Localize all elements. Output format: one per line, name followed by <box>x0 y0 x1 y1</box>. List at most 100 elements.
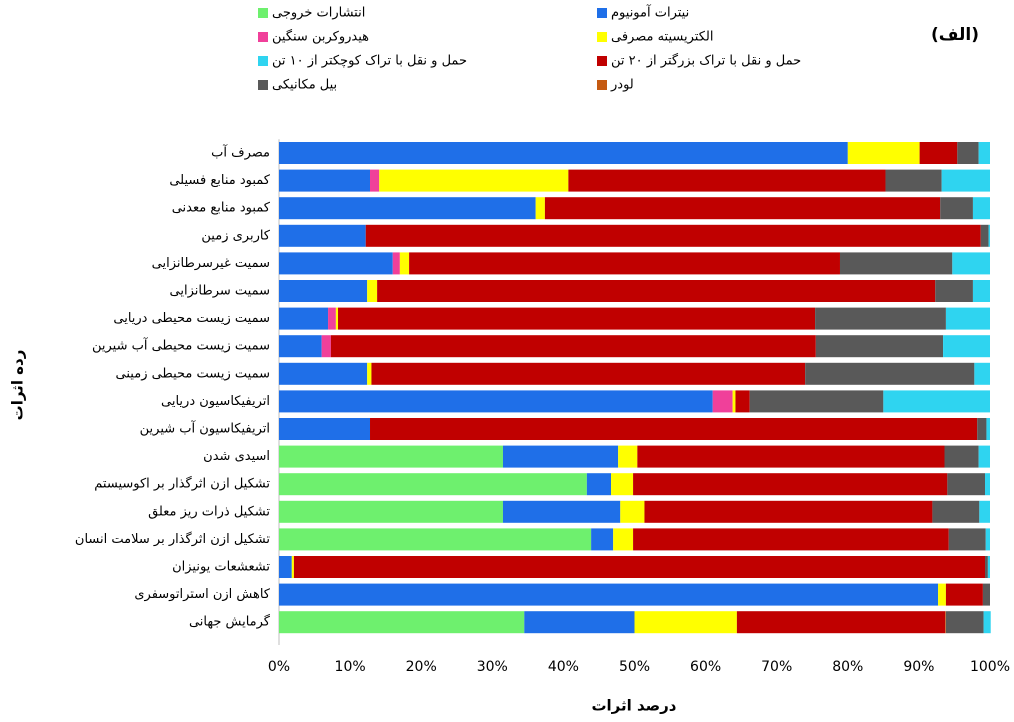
x-tick-label: 0% <box>268 659 290 675</box>
bar-segment <box>983 611 991 634</box>
bar-segment <box>815 307 946 330</box>
bar-segment <box>644 500 933 523</box>
y-tick-label: تشعشعات یونیزان <box>172 560 270 575</box>
legend-label: حمل و نقل با تراک کوچکتر از ۱۰ تن <box>272 54 467 69</box>
bar-segment <box>279 335 322 358</box>
legend-label: حمل و نقل با تراک بزرگتر از ۲۰ تن <box>611 53 801 69</box>
bar-segment <box>379 169 569 192</box>
bar-segment <box>279 418 371 440</box>
bar-segment <box>978 142 990 164</box>
bar-segment <box>586 473 612 496</box>
x-tick-label: 30% <box>477 659 508 675</box>
bar-segment <box>367 280 378 302</box>
legend-label: بیل مکانیکی <box>272 78 337 93</box>
x-axis-title: درصد اثرات <box>591 697 676 715</box>
bar-segment <box>977 418 987 440</box>
bar-segment <box>985 473 990 496</box>
legend-label: الکتریسیته مصرفی <box>611 30 713 45</box>
bar-segment <box>279 362 368 385</box>
legend-swatch <box>258 8 268 18</box>
bar-segment <box>944 445 979 468</box>
bar-segment <box>945 611 984 634</box>
legend-label: هیدروکربن سنگین <box>272 29 369 45</box>
bar-segment <box>544 197 941 220</box>
bar-segment <box>633 528 949 551</box>
y-tick-label: مصرف آب <box>211 144 270 161</box>
bar-segment <box>279 224 366 247</box>
bar-segment <box>986 418 990 440</box>
bar-segment <box>957 142 979 164</box>
bar-segment <box>932 500 980 523</box>
x-tick-label: 10% <box>335 659 366 675</box>
bar-segment <box>279 280 368 302</box>
y-tick-label: سمیت سرطانزایی <box>170 284 270 299</box>
bar-segment <box>978 445 990 468</box>
bar-segment <box>399 252 410 275</box>
bar-segment <box>365 224 981 247</box>
bar-segment <box>945 583 983 606</box>
bar-segment <box>972 280 990 302</box>
bar-segment <box>611 473 634 496</box>
bar-segment <box>945 307 990 330</box>
x-tick-label: 20% <box>406 659 437 675</box>
bar-segment <box>279 169 371 192</box>
bar-segment <box>736 611 946 634</box>
bar-segment <box>591 528 614 551</box>
legend-swatch <box>597 56 607 66</box>
bar-segment <box>972 197 990 220</box>
bar-segment <box>749 390 884 413</box>
y-tick-label: کمبود منابع فسیلی <box>169 173 270 188</box>
bar-segment <box>293 556 986 578</box>
bar-segment <box>279 583 939 606</box>
bar-segment <box>321 335 331 358</box>
x-tick-label: 80% <box>832 659 863 675</box>
bar-segment <box>279 500 503 523</box>
bar-segment <box>409 252 840 275</box>
bar-segment <box>634 611 737 634</box>
bar-segment <box>979 500 990 523</box>
y-tick-label: کاهش ازن استراتوسفری <box>134 587 270 602</box>
legend-swatch <box>597 32 607 42</box>
x-tick-label: 100% <box>970 659 1010 675</box>
bar-segment <box>279 556 292 578</box>
bar-segment <box>392 252 400 275</box>
y-tick-label: سمیت غیرسرطانزایی <box>152 256 270 271</box>
bar-segment <box>377 280 936 302</box>
bar-segment <box>291 556 294 578</box>
bar-segment <box>938 583 946 606</box>
bar-segment <box>620 500 645 523</box>
bar-segment <box>952 252 990 275</box>
bar-segment <box>370 169 380 192</box>
bar-segment <box>947 473 986 496</box>
legend-swatch <box>597 80 607 90</box>
y-tick-label: کاربری زمین <box>201 228 270 243</box>
y-tick-label: اسیدی شدن <box>203 449 270 464</box>
bar-segment <box>279 445 503 468</box>
annotation: (الف) <box>931 25 979 45</box>
bar-segment <box>919 142 958 164</box>
bar-segment <box>613 528 634 551</box>
bar-segment <box>338 307 816 330</box>
bar-segment <box>328 307 336 330</box>
bar-segment <box>279 473 587 496</box>
y-tick-label: تشکیل ازن اثرگذار بر سلامت انسان <box>75 531 270 547</box>
y-tick-label: تشکیل ازن اثرگذار بر اکوسیستم <box>94 476 270 492</box>
y-tick-label: سمیت زیست محیطی دریایی <box>113 311 270 326</box>
y-axis-title: رده اثرات <box>9 350 27 421</box>
bar-segment <box>885 169 942 192</box>
x-tick-label: 40% <box>548 659 579 675</box>
legend-label: لودر <box>610 78 634 93</box>
bar-segment <box>988 224 990 247</box>
y-tick-label: سمیت زیست محیطی آب شیرین <box>92 337 270 354</box>
legend-label: نیترات آمونیوم <box>611 4 689 21</box>
bar-segment <box>279 252 393 275</box>
bar-segment <box>568 169 886 192</box>
legend-label: انتشارات خروجی <box>272 6 365 21</box>
bar-segment <box>883 390 990 413</box>
legend-swatch <box>597 8 607 18</box>
bar-segment <box>945 611 946 634</box>
bar-segment <box>943 335 990 358</box>
bar-segment <box>712 390 733 413</box>
bar-segment <box>279 142 848 164</box>
